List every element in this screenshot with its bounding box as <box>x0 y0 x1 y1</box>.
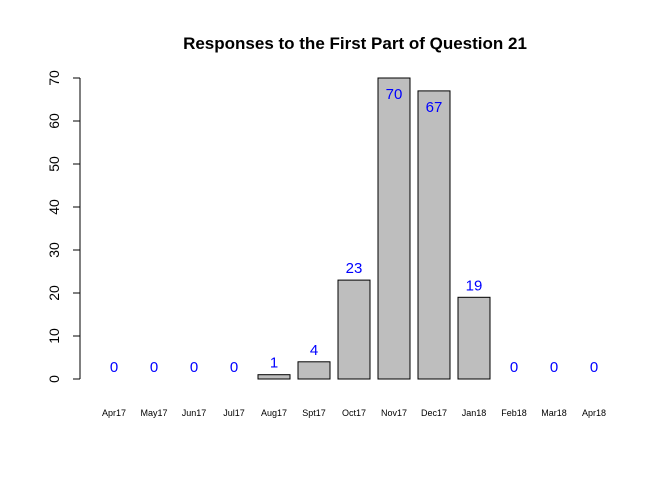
x-tick-labels: Apr17 May17 Jun17 Jul17 Aug17 Spt17 Oct17 Nov17… <box>102 408 606 418</box>
bar-Nov17 <box>377 77 411 380</box>
x-tick-label-Mar18: Mar18 <box>541 408 567 418</box>
x-tick-label-Nov17: Nov17 <box>381 408 407 418</box>
x-tick-label-Jun17: Jun17 <box>182 408 207 418</box>
y-tick-label: 50 <box>46 156 62 172</box>
y-tick-label: 20 <box>46 285 62 301</box>
y-tick-label: 30 <box>46 242 62 258</box>
y-tick-label: 60 <box>46 113 62 129</box>
data-label-Apr17: 0 <box>110 359 118 376</box>
bar-Oct17 <box>337 279 371 380</box>
y-tick-label: 40 <box>46 199 62 215</box>
bar-Aug17 <box>257 374 291 380</box>
data-label-Spt17: 4 <box>310 342 318 359</box>
data-label-Nov17: 70 <box>386 86 403 103</box>
x-tick-label-Oct17: Oct17 <box>342 408 366 418</box>
bar-Dec17 <box>417 90 451 380</box>
data-label-Jul17: 0 <box>230 359 238 376</box>
x-tick-label-Spt17: Spt17 <box>302 408 326 418</box>
x-tick-label-Dec17: Dec17 <box>421 408 447 418</box>
y-tick-label: 0 <box>46 375 62 383</box>
y-tick-label: 70 <box>46 70 62 86</box>
y-axis: 0 10 20 30 40 50 60 70 <box>46 70 81 383</box>
x-tick-label-Jul17: Jul17 <box>223 408 245 418</box>
bar-Jan18 <box>457 296 491 380</box>
x-tick-label-Apr18: Apr18 <box>582 408 606 418</box>
chart-title: Responses to the First Part of Question … <box>183 34 527 53</box>
x-tick-label-Feb18: Feb18 <box>501 408 527 418</box>
y-tick-label: 10 <box>46 328 62 344</box>
data-label-May17: 0 <box>150 359 158 376</box>
data-label-Mar18: 0 <box>550 359 558 376</box>
data-label-Feb18: 0 <box>510 359 518 376</box>
data-label-Aug17: 1 <box>270 355 278 372</box>
x-tick-label-Jan18: Jan18 <box>462 408 487 418</box>
data-label-Oct17: 23 <box>346 260 363 277</box>
x-tick-label-Apr17: Apr17 <box>102 408 126 418</box>
data-label-Jun17: 0 <box>190 359 198 376</box>
data-label-Jan18: 19 <box>466 277 483 294</box>
x-tick-label-Aug17: Aug17 <box>261 408 287 418</box>
x-tick-label-May17: May17 <box>140 408 167 418</box>
data-label-Dec17: 67 <box>426 99 443 116</box>
data-labels: 0 0 0 0 1 4 23 70 67 19 0 0 0 <box>110 86 598 376</box>
data-label-Apr18: 0 <box>590 359 598 376</box>
bars <box>257 77 491 380</box>
bar-Spt17 <box>297 361 331 380</box>
